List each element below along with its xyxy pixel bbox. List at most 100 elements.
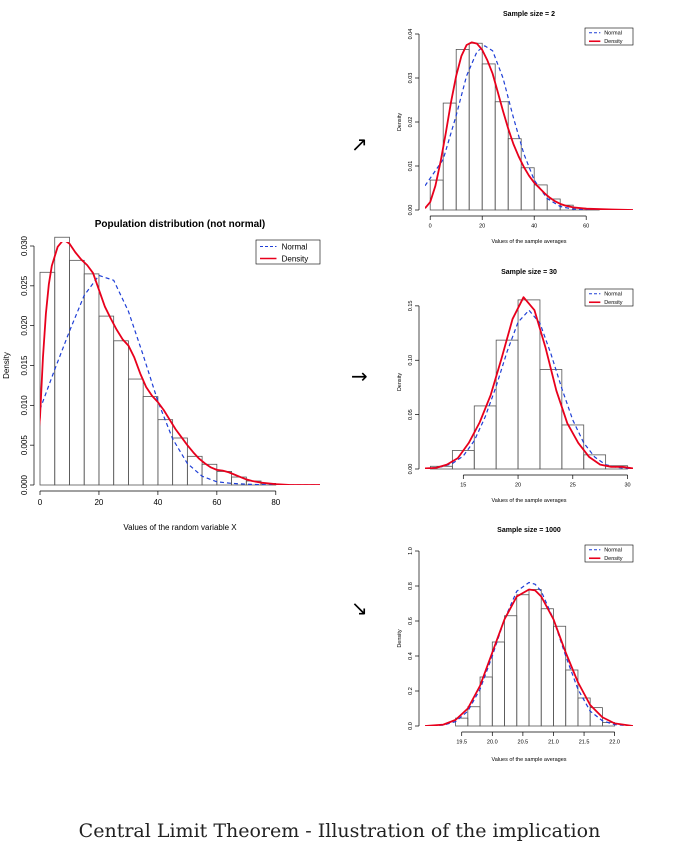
chart-title: Sample size = 30 [501, 269, 557, 276]
y-tick-label: 1.0 [408, 547, 414, 555]
normal-curve [425, 309, 633, 469]
x-tick-label: 25 [570, 483, 576, 489]
x-tick-label: 21.0 [548, 740, 559, 746]
x-tick-label: 40 [531, 224, 537, 230]
y-axis-label: Density [397, 629, 403, 648]
y-tick-label: 0.00 [408, 464, 414, 475]
y-axis-label: Density [397, 373, 403, 392]
density-curve [425, 41, 633, 210]
x-tick-label: 20.0 [487, 740, 498, 746]
histogram-bar [583, 454, 607, 470]
arrow-down-right-icon: ↘ [351, 596, 368, 620]
chart-title: Population distribution (not normal) [95, 219, 266, 230]
sample-size-2-chart: Sample size = 2 0 20 40 60 Values of the samp… [397, 11, 634, 245]
y-tick-label: 0.00 [408, 205, 414, 216]
legend-label: Density [282, 254, 309, 263]
x-tick-label: 22.0 [609, 740, 620, 746]
density-curve [40, 242, 320, 485]
histogram-bar [491, 641, 505, 727]
sample-size-1000-chart: Sample size = 1000 19.5 20.0 20.5 21.0 21.5 22… [397, 527, 634, 763]
x-tick-label: 20 [515, 483, 521, 489]
legend-label: Normal [282, 242, 308, 251]
y-tick-label: 0.0 [408, 722, 414, 730]
x-tick-label: 60 [583, 224, 589, 230]
histogram-bar [128, 378, 144, 486]
histogram-bar [540, 608, 554, 727]
y-tick-label: 0.8 [408, 582, 414, 590]
histogram-bar [172, 437, 188, 486]
y-tick-label: 0.01 [408, 161, 414, 172]
y-tick-label: 0.03 [408, 73, 414, 84]
legend-label: Normal [604, 548, 622, 554]
x-tick-label: 40 [153, 498, 162, 507]
x-axis-label: Values of the sample averages [491, 239, 566, 245]
x-tick-label: 60 [212, 498, 221, 507]
y-tick-label: 0.015 [20, 355, 29, 376]
density-curve [425, 296, 633, 469]
chart-title: Sample size = 2 [503, 11, 555, 18]
sample-size-30-chart: Sample size = 30 15 20 25 30 Values of the sa… [397, 269, 634, 504]
histogram-bar [442, 102, 457, 211]
histogram-bar [494, 101, 509, 211]
x-tick-label: 20 [94, 498, 103, 507]
legend: Normal Density [584, 288, 634, 307]
legend-box [255, 239, 321, 265]
histogram-bar [468, 42, 483, 211]
y-tick-label: 0.000 [20, 474, 29, 495]
x-tick-label: 20.5 [518, 740, 529, 746]
histogram-bar [495, 339, 519, 470]
histogram-bar [539, 369, 563, 470]
x-tick-label: 19.5 [456, 740, 467, 746]
arrow-up-right-icon: ↗ [351, 132, 368, 156]
legend: Normal Density [584, 27, 634, 46]
histogram-bar [142, 396, 159, 486]
histogram-bar [98, 315, 115, 486]
histogram-bar [113, 340, 129, 486]
y-tick-label: 0.05 [408, 409, 414, 420]
y-tick-label: 0.15 [408, 301, 414, 312]
histogram-bar [54, 236, 70, 486]
y-tick-label: 0.10 [408, 355, 414, 366]
y-tick-label: 0.010 [20, 395, 29, 416]
histogram-bar [83, 273, 100, 486]
x-tick-label: 0 [429, 224, 432, 230]
y-tick-label: 0.6 [408, 617, 414, 625]
y-tick-label: 0.025 [20, 275, 29, 296]
x-axis-label: Values of the sample averages [491, 498, 566, 504]
x-tick-label: 80 [271, 498, 280, 507]
histogram-bar [467, 706, 481, 727]
x-tick-label: 20 [479, 224, 485, 230]
histogram-bar [528, 589, 542, 727]
histogram-bar [186, 455, 203, 486]
legend: Normal Density [255, 239, 321, 265]
histogram-bar [481, 63, 496, 211]
x-tick-label: 30 [624, 483, 630, 489]
population-chart: Population distribution (not normal) 0 20 4… [2, 219, 321, 532]
legend-label: Density [604, 556, 623, 562]
legend-label: Density [604, 300, 623, 306]
y-tick-label: 0.2 [408, 687, 414, 695]
y-tick-label: 0.020 [20, 315, 29, 336]
normal-curve [425, 45, 633, 210]
histogram-bar [157, 419, 174, 486]
arrow-right-icon: → [351, 364, 368, 388]
histogram-bar [561, 424, 585, 470]
y-tick-label: 0.02 [408, 117, 414, 128]
y-axis-label: Density [397, 113, 403, 132]
y-tick-label: 0.4 [408, 652, 414, 660]
histogram-bar [516, 594, 530, 727]
y-tick-label: 0.030 [20, 235, 29, 256]
histogram-bar [553, 625, 567, 727]
density-curve [425, 588, 633, 726]
legend-label: Normal [604, 292, 622, 298]
y-tick-label: 0.005 [20, 435, 29, 456]
chart-title: Sample size = 1000 [497, 527, 561, 534]
histogram-bar [69, 259, 85, 486]
x-axis-label: Values of the sample averages [491, 757, 566, 763]
x-tick-label: 15 [460, 483, 466, 489]
normal-curve [40, 274, 320, 485]
x-axis-label: Values of the random variable X [123, 523, 237, 532]
histogram-bar [533, 184, 548, 211]
y-axis-label: Density [2, 352, 11, 379]
